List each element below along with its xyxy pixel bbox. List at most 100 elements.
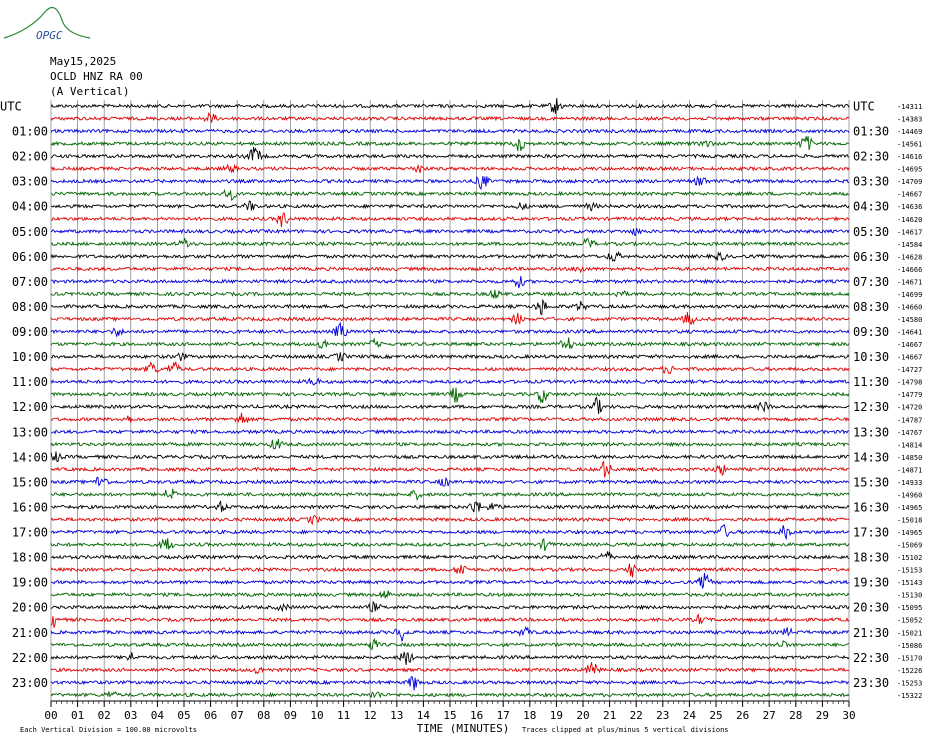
x-tick-label: 30 (842, 709, 855, 722)
right-time-label: 11:30 (853, 375, 889, 389)
trace (50, 613, 850, 628)
trace (50, 524, 850, 541)
x-tick-label: 06 (204, 709, 217, 722)
x-tick-label: 10 (310, 709, 323, 722)
trace (50, 590, 850, 599)
offset-label: -14617 (897, 228, 922, 236)
offset-label: -14311 (897, 103, 922, 111)
offset-label: -15143 (897, 579, 922, 587)
trace (50, 361, 850, 375)
right-time-label: 12:30 (853, 400, 889, 414)
trace (50, 128, 850, 134)
trace (50, 412, 850, 424)
trace (50, 676, 850, 691)
trace (50, 298, 850, 316)
offset-label: -14660 (897, 303, 922, 311)
left-time-label: 10:00 (12, 350, 48, 364)
offset-label: -15153 (897, 567, 922, 575)
offset-label: -14580 (897, 316, 922, 324)
trace (50, 337, 850, 350)
x-tick-label: 07 (231, 709, 244, 722)
offset-label: -15069 (897, 542, 922, 550)
trace (50, 97, 850, 115)
x-tick-label: 15 (443, 709, 456, 722)
left-time-label: 14:00 (12, 450, 48, 464)
trace (50, 265, 850, 274)
right-time-label: 07:30 (853, 275, 889, 289)
x-tick-label: 03 (124, 709, 137, 722)
offset-label: -14620 (897, 216, 922, 224)
offset-label: -14667 (897, 341, 922, 349)
trace (50, 476, 850, 487)
trace (50, 600, 850, 613)
offset-label: -15170 (897, 654, 922, 662)
trace (50, 377, 850, 386)
offset-label: -14695 (897, 166, 922, 174)
x-tick-label: 02 (98, 709, 111, 722)
x-tick-label: 24 (683, 709, 697, 722)
offset-label: -14667 (897, 354, 922, 362)
right-time-label: 05:30 (853, 225, 889, 239)
offset-label: -14667 (897, 191, 922, 199)
left-time-label: 16:00 (12, 500, 48, 514)
left-time-label: 06:00 (12, 250, 48, 264)
left-time-label: 17:00 (12, 526, 48, 540)
left-time-label: 05:00 (12, 225, 48, 239)
left-time-label: 12:00 (12, 400, 48, 414)
offset-label: -15130 (897, 592, 922, 600)
trace (50, 488, 850, 502)
x-tick-label: 11 (337, 709, 350, 722)
offset-label: -15052 (897, 617, 922, 625)
trace (50, 237, 850, 248)
right-time-label: 04:30 (853, 200, 889, 214)
left-time-label: 18:00 (12, 551, 48, 565)
offset-label: -14933 (897, 479, 922, 487)
offset-label: -14965 (897, 504, 922, 512)
trace (50, 250, 850, 262)
left-time-label: 23:00 (12, 676, 48, 690)
offset-label: -15226 (897, 667, 922, 675)
right-time-label: 06:30 (853, 250, 889, 264)
x-tick-label: 27 (763, 709, 776, 722)
x-axis-label: TIME (MINUTES) (417, 722, 510, 735)
trace (50, 428, 850, 435)
offset-label: -14798 (897, 379, 922, 387)
left-time-label: 19:00 (12, 576, 48, 590)
trace (50, 289, 850, 299)
right-time-label: 18:30 (853, 551, 889, 565)
right-time-label: 14:30 (853, 450, 889, 464)
note: Traces clipped at plus/minus 5 vertical … (522, 726, 729, 734)
trace (50, 276, 850, 289)
trace (50, 651, 850, 665)
trace (50, 572, 850, 590)
offset-label: -14965 (897, 529, 922, 537)
offset-label: -14767 (897, 429, 922, 437)
left-time-label: 22:00 (12, 651, 48, 665)
offset-label: -14814 (897, 441, 922, 449)
title: OCLD HNZ RA 00 (50, 70, 143, 83)
logo: OPGC (36, 29, 63, 42)
right-time-label: 23:30 (853, 676, 889, 690)
offset-label: -15102 (897, 554, 922, 562)
offset-label: -14871 (897, 466, 922, 474)
right-time-label: 02:30 (853, 150, 889, 164)
offset-label: -14561 (897, 141, 922, 149)
trace (50, 227, 850, 236)
trace (50, 112, 850, 123)
offset-label: -14709 (897, 178, 922, 186)
offset-label: -14720 (897, 404, 922, 412)
offset-label: -14616 (897, 153, 922, 161)
left-time-label: UTC (0, 100, 22, 114)
trace (50, 438, 850, 450)
offset-label: -14641 (897, 329, 922, 337)
offset-label: -15322 (897, 692, 922, 700)
x-tick-label: 01 (71, 709, 84, 722)
trace (50, 626, 850, 642)
offset-label: -14727 (897, 366, 922, 374)
left-time-label: 21:00 (12, 626, 48, 640)
trace (50, 551, 850, 560)
right-time-label: 22:30 (853, 651, 889, 665)
offset-label: -14787 (897, 416, 922, 424)
trace (50, 537, 850, 552)
